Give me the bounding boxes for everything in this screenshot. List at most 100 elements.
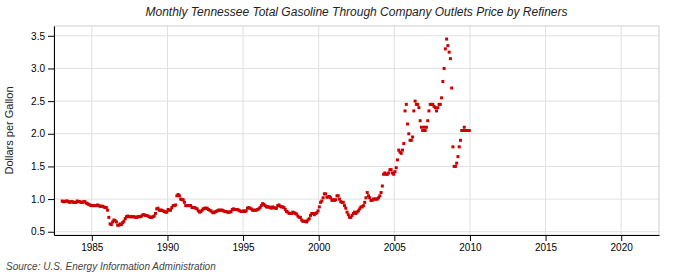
point [436, 106, 439, 109]
point [245, 209, 248, 212]
point [450, 87, 453, 90]
grid-line-x [394, 26, 395, 235]
point [299, 216, 302, 219]
y-axis-title: Dollars per Gallon [3, 86, 15, 174]
point [366, 191, 369, 194]
point [322, 196, 325, 199]
point [410, 139, 413, 142]
grid-line-x [243, 26, 244, 235]
x-tick-mark [243, 235, 244, 241]
point [334, 198, 337, 201]
point [169, 209, 172, 212]
y-tick-mark [48, 134, 54, 135]
point [406, 122, 409, 125]
point [454, 165, 457, 168]
grid-line-y [54, 133, 659, 134]
point [347, 213, 350, 216]
x-tick-label: 2000 [308, 242, 331, 253]
point [317, 209, 320, 212]
point [417, 106, 420, 109]
point [456, 155, 459, 158]
grid-line-x [167, 26, 168, 235]
point [320, 200, 323, 203]
point [435, 109, 438, 112]
x-tick-mark [546, 235, 547, 241]
y-tick-mark [48, 199, 54, 200]
grid-line-y [54, 101, 659, 102]
grid-line-y [54, 199, 659, 200]
point [440, 96, 443, 99]
y-tick-mark [48, 101, 54, 102]
chart-title: Monthly Tennessee Total Gasoline Through… [146, 5, 568, 19]
point [468, 129, 471, 132]
point [405, 103, 408, 106]
point [378, 194, 381, 197]
point [419, 119, 422, 122]
point [174, 203, 177, 206]
grid-line-x [318, 26, 319, 235]
point [380, 191, 383, 194]
point [338, 198, 341, 201]
point [342, 201, 345, 204]
x-tick: 2015 [535, 235, 558, 253]
x-tick-label: 1995 [232, 242, 255, 253]
point [449, 57, 452, 60]
x-tick-label: 2020 [611, 242, 634, 253]
y-tick: 0.5 [31, 226, 54, 237]
point [106, 209, 109, 212]
x-tick-mark [470, 235, 471, 241]
point [308, 217, 311, 220]
y-tick-label: 3.0 [31, 63, 45, 74]
x-tick: 2000 [308, 235, 331, 253]
point [426, 119, 429, 122]
grid [54, 26, 659, 235]
y-tick-label: 2.5 [31, 96, 45, 107]
y-tick: 2.5 [31, 96, 54, 107]
point [411, 136, 414, 139]
x-tick-mark [621, 235, 622, 241]
point [412, 109, 415, 112]
y-tick-label: 1.5 [31, 161, 45, 172]
x-tick-label: 1990 [157, 242, 180, 253]
point [441, 80, 444, 83]
point [416, 103, 419, 106]
grid-line-x [91, 26, 92, 235]
x-tick-label: 2005 [384, 242, 407, 253]
point [337, 194, 340, 197]
x-tick-mark [394, 235, 395, 241]
y-tick-mark [48, 36, 54, 37]
point [107, 216, 110, 219]
grid-line-y [54, 35, 659, 36]
point [110, 223, 113, 226]
point [463, 126, 466, 129]
point [362, 204, 365, 207]
axis-line [54, 27, 55, 236]
point [407, 132, 410, 135]
y-tick-mark [48, 166, 54, 167]
axis-line [55, 235, 660, 236]
y-tick-label: 2.0 [31, 128, 45, 139]
point [443, 67, 446, 70]
y-tick-label: 0.5 [31, 226, 45, 237]
point [445, 38, 448, 41]
point [122, 220, 125, 223]
y-tick: 1.0 [31, 194, 54, 205]
point [448, 51, 451, 54]
plot-area: 198519901995200020052010201520200.51.01.… [31, 26, 659, 253]
point [368, 196, 371, 199]
point [182, 198, 185, 201]
chart-container: 198519901995200020052010201520200.51.01.… [0, 0, 675, 275]
y-tick-label: 3.5 [31, 30, 45, 41]
plot-frame [54, 26, 659, 235]
point [396, 158, 399, 161]
points [61, 38, 471, 227]
x-tick-mark [92, 235, 93, 241]
point [178, 194, 181, 197]
point [458, 145, 461, 148]
point [439, 103, 442, 106]
y-axis: 0.5 1.0 1.5 2.0 2.5 3.0 3.5 [31, 27, 54, 238]
point [451, 145, 454, 148]
point [154, 212, 157, 215]
x-tick: 2010 [459, 235, 482, 253]
point [404, 109, 407, 112]
